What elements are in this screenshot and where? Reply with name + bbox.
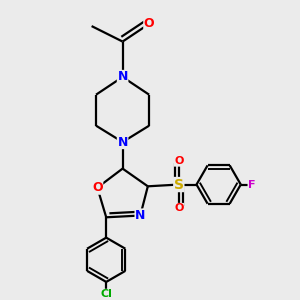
Text: O: O [92,181,103,194]
Text: Cl: Cl [100,289,112,299]
Text: N: N [135,209,146,222]
Text: O: O [144,17,154,30]
Text: O: O [174,203,184,213]
Text: N: N [117,136,128,148]
Text: F: F [248,179,256,190]
Text: O: O [174,156,184,166]
Text: N: N [117,70,128,83]
Text: S: S [174,178,184,191]
